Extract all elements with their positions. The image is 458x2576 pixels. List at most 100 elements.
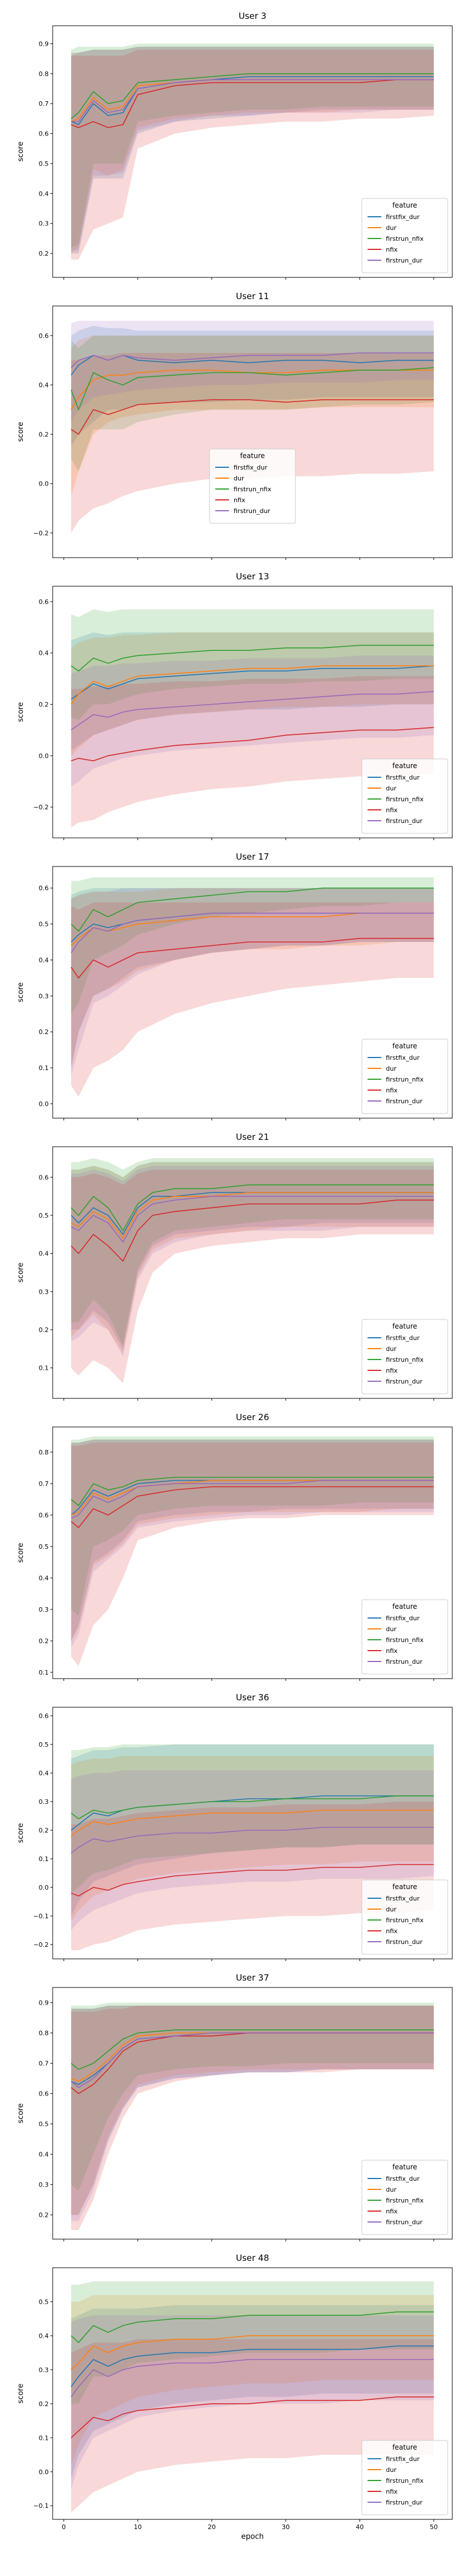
legend-label: dur (386, 785, 397, 792)
series-line (70, 2032, 434, 2088)
confidence-band (71, 1802, 434, 1950)
legend-box (361, 2440, 448, 2515)
confidence-band (71, 320, 434, 422)
y-tick-label: 0.6 (39, 130, 49, 138)
axes-frame (52, 1987, 453, 2240)
series-line (70, 691, 434, 731)
y-tick-label: 0.6 (39, 885, 49, 892)
chart-title: User 3 (239, 11, 267, 21)
series-line (70, 1827, 434, 1854)
y-tick-label: 0.5 (39, 2298, 49, 2305)
chart-title: User 13 (236, 571, 269, 582)
y-tick-label: 0.1 (39, 1064, 49, 1072)
y-tick-label: 0.9 (39, 1999, 49, 2007)
y-tick-label: −0.2 (33, 804, 49, 811)
series-line (70, 1486, 434, 1529)
y-tick-label: 0.3 (39, 2181, 49, 2189)
legend-label: firstrun_dur (234, 507, 270, 515)
y-tick-label: 0.3 (39, 1798, 49, 1806)
series-line (70, 399, 434, 435)
y-tick-label: −0.1 (33, 1913, 49, 1920)
confidence-band (71, 2305, 434, 2479)
confidence-band (71, 1440, 434, 1641)
legend-label: dur (386, 2186, 397, 2193)
chart-panel: User 48 −0.1 0.0 0.1 0.2 0.3 0.4 0.5 0 10 20 30 40 50… (17, 2253, 453, 2541)
confidence-band (71, 2315, 434, 2489)
x-tick-label: 30 (282, 2523, 290, 2531)
series-line (71, 1864, 434, 1897)
legend-label: nfix (386, 1927, 398, 1935)
x-axis-label: epoch (241, 2533, 264, 2541)
y-tick-label: 0.7 (39, 1480, 49, 1488)
y-tick-label: 0.6 (39, 2090, 49, 2098)
series-line (70, 2396, 434, 2438)
legend-label: dur (234, 475, 244, 482)
confidence-band (71, 676, 434, 828)
legend-label: firstrun_nfix (386, 1636, 424, 1644)
series-line (70, 2359, 434, 2398)
y-tick-label: 0.0 (39, 1884, 49, 1891)
confidence-band (71, 1744, 434, 1893)
legend-label: nfix (386, 806, 398, 814)
chart-title: User 26 (236, 1412, 269, 1422)
confidence-band (71, 888, 434, 1068)
confidence-band (71, 902, 434, 1097)
series-line (70, 367, 434, 411)
series-line (70, 1480, 434, 1519)
series-line (70, 645, 434, 672)
legend-label: nfix (386, 2488, 398, 2495)
confidence-band (71, 2005, 434, 2231)
axes-frame (52, 2267, 453, 2520)
confidence-band (71, 632, 434, 751)
legend-label: firstrun_nfix (386, 1917, 424, 1924)
legend-title: feature (392, 201, 417, 209)
chart-title: User 37 (236, 1973, 269, 1983)
x-tick-label: 50 (430, 2523, 438, 2531)
series-line (70, 887, 434, 932)
y-tick-label: 0.7 (39, 2060, 49, 2068)
legend-box (209, 448, 296, 524)
confidence-band (71, 49, 434, 260)
legend-title: feature (392, 1603, 417, 1611)
confidence-band (71, 2339, 434, 2513)
confidence-band (71, 632, 434, 756)
y-axis-label: score (17, 702, 25, 722)
y-tick-label: 0.2 (39, 2212, 49, 2219)
series-line (70, 665, 434, 700)
y-tick-label: 0.2 (39, 1827, 49, 1834)
series-line (70, 2345, 434, 2387)
y-tick-label: 0.3 (39, 2366, 49, 2374)
y-tick-label: 0.1 (39, 1669, 49, 1676)
series-line (70, 2311, 434, 2343)
legend-box (361, 198, 448, 273)
y-axis-label: score (17, 2104, 25, 2124)
axes-frame (52, 25, 453, 278)
legend-label: dur (386, 224, 397, 232)
confidence-band (71, 888, 434, 1068)
y-tick-label: 0.1 (39, 2434, 49, 2442)
y-tick-label: 0.5 (39, 1543, 49, 1551)
legend-title: feature (392, 2443, 417, 2451)
confidence-band (71, 335, 434, 471)
y-axis-label: score (17, 1263, 25, 1283)
series-line (70, 73, 434, 120)
confidence-band (71, 46, 434, 254)
legend-label: dur (386, 1906, 397, 1913)
y-axis-label: score (17, 2384, 25, 2404)
legend-label: firstrun_nfix (386, 235, 424, 243)
legend-label: firstfix_dur (386, 1615, 420, 1622)
legend-label: dur (386, 2466, 397, 2474)
legend-box (361, 758, 448, 834)
chart-panel: User 36 −0.2 −0.1 0.0 0.1 0.2 0.3 0.4 0.5 0.6 scor… (17, 1692, 453, 1961)
legend-title: feature (392, 1042, 417, 1050)
legend-label: dur (386, 1345, 397, 1353)
y-tick-label: 0.6 (39, 598, 49, 606)
legend-label: dur (386, 1625, 397, 1633)
legend-label: firstfix_dur (386, 1334, 420, 1342)
confidence-band (71, 2005, 434, 2215)
chart-panel: User 37 0.2 0.3 0.4 0.5 0.6 0.7 0.8 0.9 score feat… (17, 1973, 453, 2241)
